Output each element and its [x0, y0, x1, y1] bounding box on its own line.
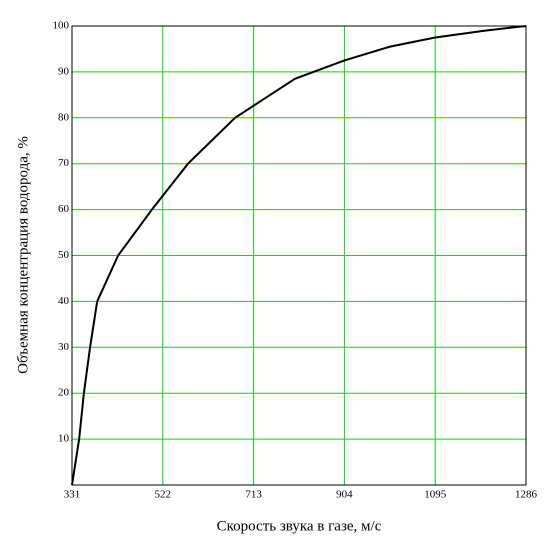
y-tick-label: 30 [58, 341, 70, 353]
x-tick-label: 522 [155, 489, 172, 501]
x-tick-label: 1286 [515, 489, 538, 501]
y-tick-label: 80 [58, 111, 70, 123]
data-line [71, 25, 527, 486]
x-tick-label: 331 [64, 489, 81, 501]
x-axis-title: Скорость звука в газе, м/с [217, 518, 382, 534]
plot-frame [71, 25, 527, 486]
y-tick-label: 40 [58, 295, 70, 307]
x-tick-label: 904 [336, 489, 353, 501]
x-tick-label: 713 [245, 489, 262, 501]
y-tick-label: 70 [58, 157, 70, 169]
x-tick-label: 1095 [424, 489, 447, 501]
y-axis-title: Объемная концентрация водорода, % [15, 136, 31, 374]
y-tick-label: 50 [58, 249, 70, 261]
y-tick-label: 90 [58, 65, 70, 77]
y-tick-label: 100 [53, 20, 70, 32]
y-tick-label: 20 [58, 387, 70, 399]
y-tick-label: 10 [58, 433, 70, 445]
y-tick-label: 60 [58, 203, 70, 215]
